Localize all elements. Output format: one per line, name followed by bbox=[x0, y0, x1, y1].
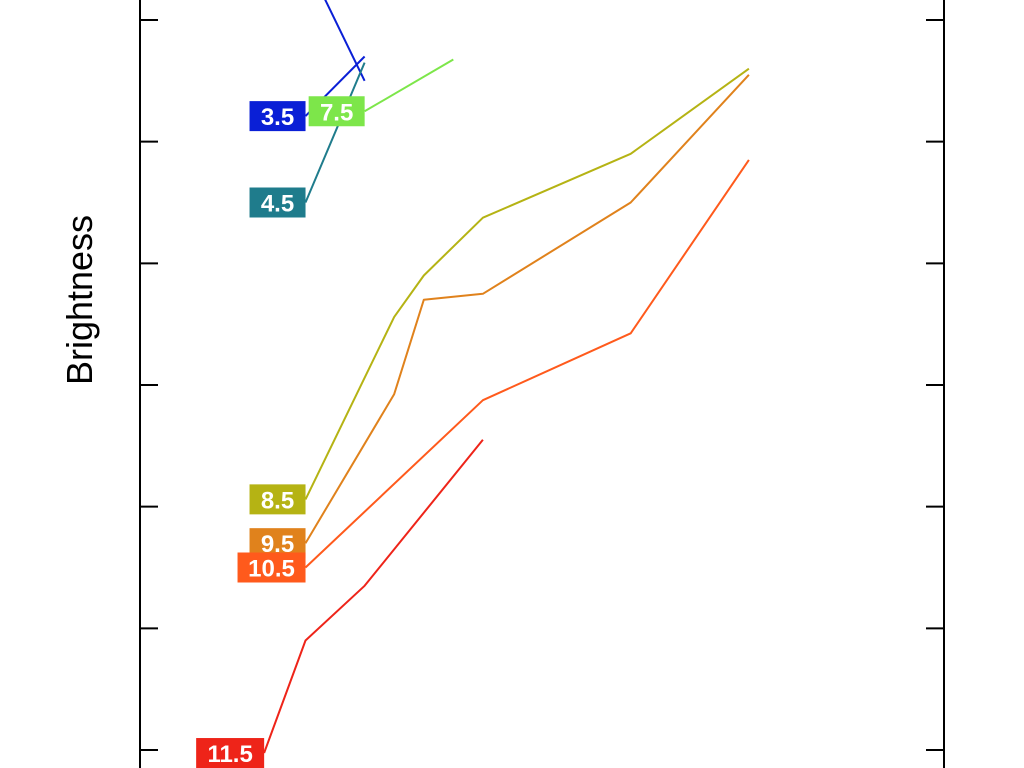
series-label-11.5: 11.5 bbox=[196, 738, 265, 768]
series-label-box bbox=[196, 738, 265, 768]
series-line-4.5 bbox=[304, 62, 366, 203]
series-label-text: 4.5 bbox=[261, 191, 294, 218]
y-axis-label: Brightness bbox=[59, 215, 100, 385]
axes bbox=[139, 0, 945, 768]
series-label-4.5: 4.5 bbox=[249, 187, 306, 218]
series-label-3.5: 3.5 bbox=[249, 101, 306, 132]
series-label-10.5: 10.5 bbox=[237, 552, 306, 583]
series-label-text: 10.5 bbox=[248, 556, 295, 583]
series-label-box bbox=[249, 484, 306, 515]
series-line-9.5 bbox=[304, 74, 750, 544]
series-label-text: 7.5 bbox=[320, 99, 353, 126]
series-line-8.5 bbox=[304, 67, 750, 500]
series-line-7.5 bbox=[364, 58, 454, 113]
series-label-text: 11.5 bbox=[207, 741, 252, 768]
series-label-text: 3.5 bbox=[261, 104, 294, 131]
series-label-7.5: 7.5 bbox=[308, 96, 365, 127]
series-label-box bbox=[308, 96, 365, 127]
series-lines bbox=[263, 0, 750, 754]
series-labels: 2.53.54.57.58.59.510.511.5 bbox=[196, 96, 365, 768]
series-label-box bbox=[237, 552, 306, 583]
series-label-text: 8.5 bbox=[261, 487, 294, 514]
series-line-11.5 bbox=[263, 439, 484, 754]
series-line-10.5 bbox=[304, 159, 750, 569]
series-label-8.5: 8.5 bbox=[249, 484, 306, 515]
series-line-2.5 bbox=[324, 0, 366, 82]
series-label-box bbox=[249, 187, 306, 218]
series-label-box bbox=[249, 101, 306, 132]
